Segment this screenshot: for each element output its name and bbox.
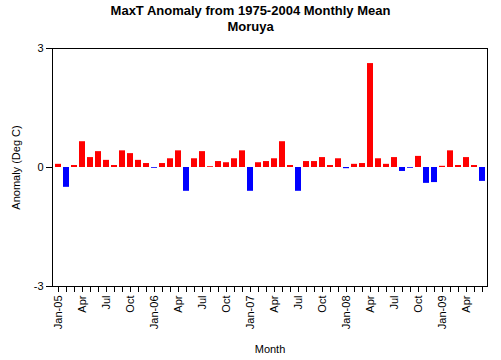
svg-text:Month: Month bbox=[255, 343, 286, 355]
svg-text:Jul: Jul bbox=[100, 296, 112, 310]
svg-text:Jan-08: Jan-08 bbox=[340, 296, 352, 330]
svg-text:Jan-06: Jan-06 bbox=[148, 296, 160, 330]
svg-text:Oct: Oct bbox=[316, 296, 328, 313]
svg-text:0: 0 bbox=[37, 161, 43, 173]
svg-text:Jul: Jul bbox=[388, 296, 400, 310]
svg-text:Apr: Apr bbox=[364, 295, 376, 312]
svg-text:Apr: Apr bbox=[268, 295, 280, 312]
svg-text:3: 3 bbox=[37, 42, 43, 54]
svg-text:Jan-09: Jan-09 bbox=[436, 296, 448, 330]
svg-text:Jul: Jul bbox=[292, 296, 304, 310]
svg-text:Oct: Oct bbox=[124, 296, 136, 313]
svg-text:Jan-07: Jan-07 bbox=[244, 296, 256, 330]
svg-text:Apr: Apr bbox=[460, 295, 472, 312]
svg-text:Apr: Apr bbox=[172, 295, 184, 312]
svg-text:Jan-05: Jan-05 bbox=[52, 296, 64, 330]
svg-text:Apr: Apr bbox=[76, 295, 88, 312]
svg-text:Oct: Oct bbox=[412, 296, 424, 313]
svg-text:Jul: Jul bbox=[196, 296, 208, 310]
html-text:Moruya: Moruya bbox=[227, 19, 274, 34]
svg-text:Anomaly (Deg C): Anomaly (Deg C) bbox=[10, 125, 22, 209]
html-text:MaxT Anomaly from 1975-2004 Mo: MaxT Anomaly from 1975-2004 Monthly Mean bbox=[110, 3, 391, 18]
svg-text:Oct: Oct bbox=[220, 296, 232, 313]
svg-text:-3: -3 bbox=[34, 280, 44, 292]
